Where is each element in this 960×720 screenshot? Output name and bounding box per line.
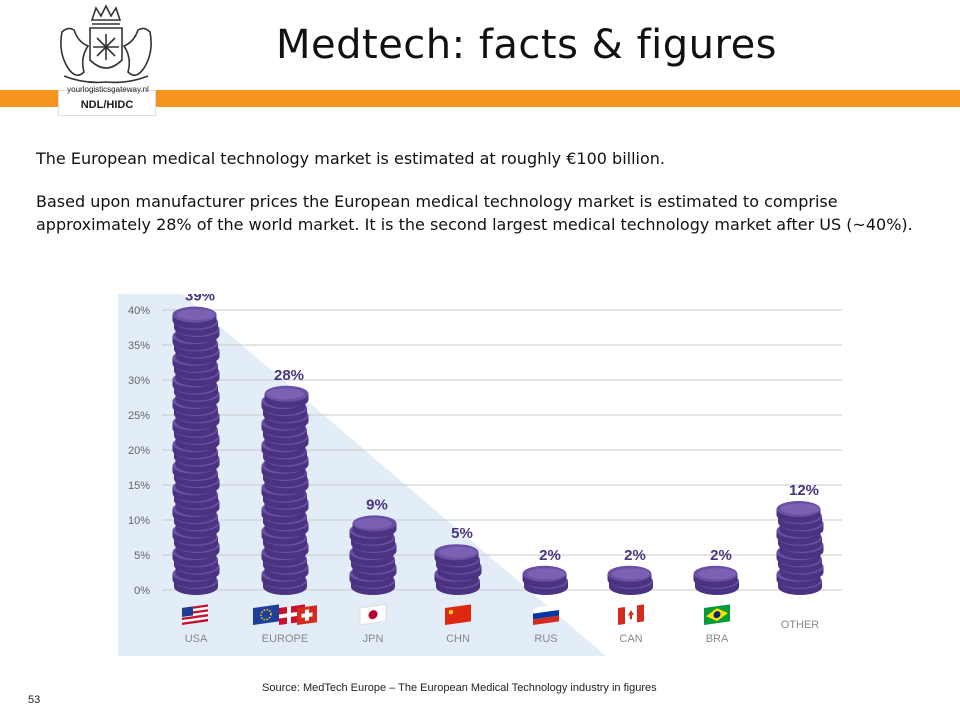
- category-label: USA: [185, 633, 208, 645]
- paragraph-market-share: Based upon manufacturer prices the Europ…: [36, 192, 913, 234]
- coin-stack-jpn: [349, 515, 397, 595]
- coin-stack-europe: [261, 385, 309, 595]
- logo-url: yourlogisticsgateway.nl: [67, 85, 149, 94]
- coin-stack-can: [607, 565, 653, 595]
- logo-crest: [60, 4, 152, 84]
- chart-shade: [118, 294, 606, 656]
- category-label: CHN: [446, 633, 470, 645]
- flag-brazil-icon: [704, 604, 730, 625]
- data-label: 28%: [274, 367, 304, 384]
- page-number: 53: [28, 694, 41, 706]
- flag-russia-icon: [533, 604, 559, 625]
- category-label: BRA: [706, 633, 729, 645]
- y-tick-label: 0%: [134, 585, 150, 597]
- y-tick-label: 20%: [128, 445, 150, 457]
- flag-japan-icon: [359, 603, 387, 626]
- data-label: 2%: [539, 547, 561, 564]
- coin-stack-other: [776, 501, 824, 595]
- flag-eu-icon: [253, 604, 279, 625]
- category-label: CAN: [619, 633, 642, 645]
- flag-canada-icon: [618, 604, 644, 625]
- category-label: JPN: [363, 633, 384, 645]
- y-tick-label: 40%: [128, 305, 150, 317]
- coin-stack-chn: [434, 544, 482, 595]
- data-label: 39%: [185, 294, 215, 305]
- category-label: EUROPE: [262, 633, 308, 645]
- logo-label-box: [58, 90, 156, 116]
- paragraph-market-size: The European medical technology market i…: [36, 149, 665, 168]
- coin-stack-bra: [693, 565, 739, 595]
- flag-china-icon: [445, 604, 471, 625]
- y-tick-label: 5%: [134, 550, 150, 562]
- y-tick-label: 30%: [128, 375, 150, 387]
- data-label: 9%: [366, 496, 388, 513]
- flag-usa-icon: [182, 604, 208, 625]
- data-label: 5%: [451, 525, 473, 542]
- flag-switzerland-icon: [297, 605, 317, 625]
- y-tick-label: 25%: [128, 410, 150, 422]
- y-tick-label: 15%: [128, 480, 150, 492]
- coin-stack-rus: [522, 565, 568, 595]
- slide-title: Medtech: facts & figures: [276, 22, 778, 68]
- market-share-chart: 0% 5% 10% 15% 20% 25% 30% 35% 40% 39% USA 28% EUROPE…: [118, 294, 842, 656]
- header-accent-bar: [0, 90, 960, 107]
- data-label: 12%: [789, 482, 819, 499]
- data-label: 2%: [624, 547, 646, 564]
- coin-stack-usa: [172, 306, 220, 595]
- y-tick-label: 10%: [128, 515, 150, 527]
- source-note: Source: MedTech Europe – The European Me…: [262, 682, 657, 694]
- category-label: RUS: [534, 633, 557, 645]
- data-label: 2%: [710, 547, 732, 564]
- logo-label: NDL/HIDC: [80, 99, 134, 111]
- category-label: OTHER: [781, 619, 820, 631]
- y-tick-label: 35%: [128, 340, 150, 352]
